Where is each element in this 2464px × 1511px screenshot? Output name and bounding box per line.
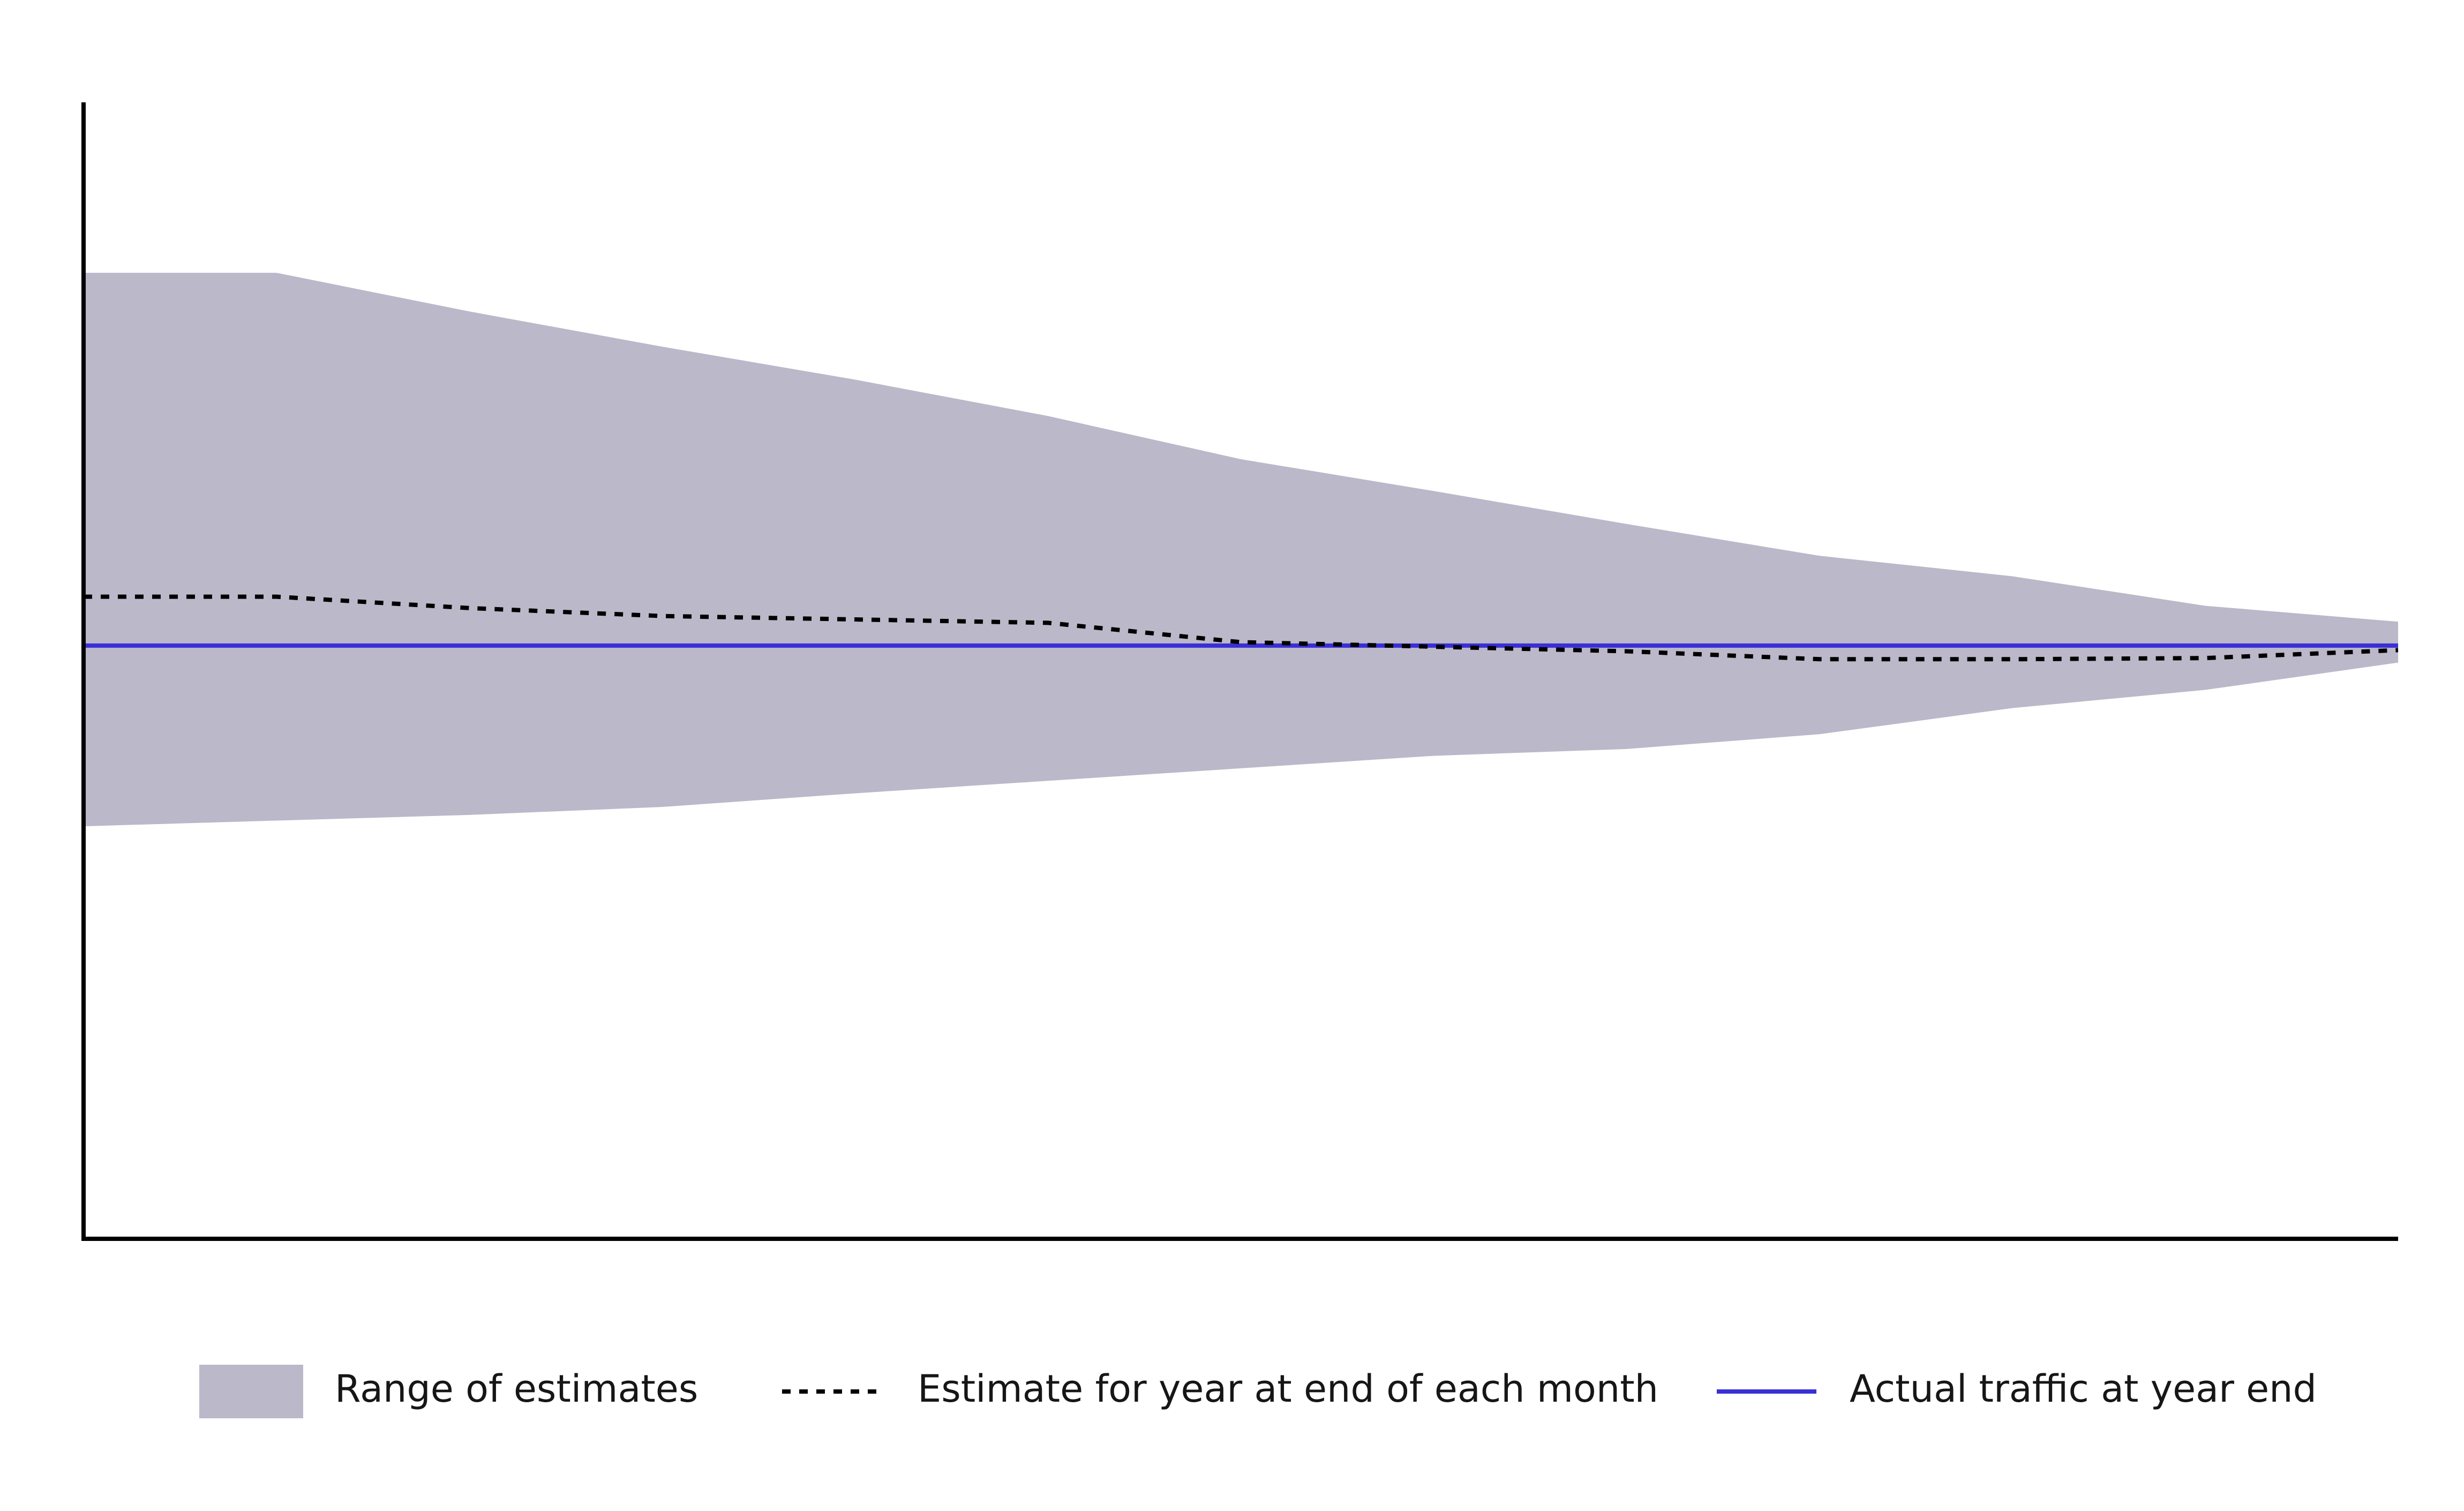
legend-label: Estimate for year at end of each month xyxy=(918,1367,1658,1411)
legend-label: Actual traffic at year end xyxy=(1850,1367,2317,1411)
legend-swatch xyxy=(199,1365,303,1418)
range-band xyxy=(84,273,2398,827)
legend-label: Range of estimates xyxy=(335,1367,698,1411)
